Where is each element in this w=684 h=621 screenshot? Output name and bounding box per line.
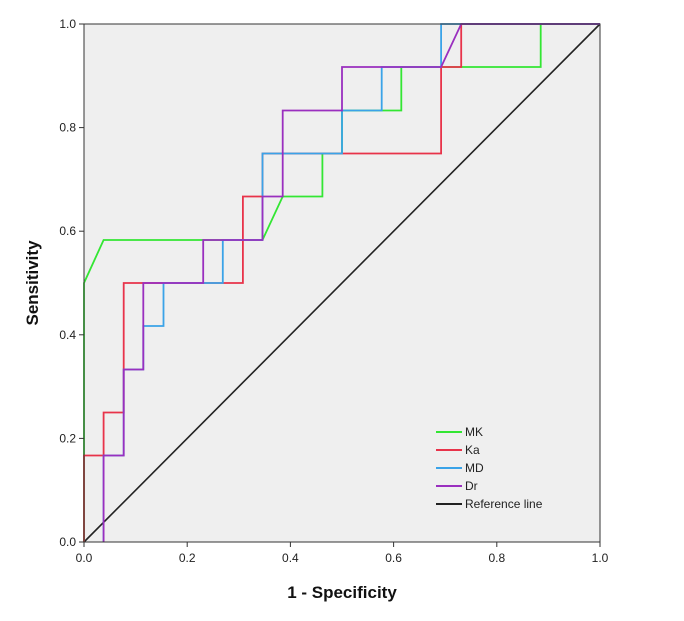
- x-tick-label: 0.4: [282, 551, 299, 565]
- y-tick-label: 0.6: [59, 224, 76, 238]
- x-axis-ticks: 0.0 0.2 0.4 0.6 0.8 1.0: [76, 542, 609, 565]
- x-tick-label: 0.6: [385, 551, 402, 565]
- legend-label-mk: MK: [465, 425, 483, 439]
- x-axis-title: 1 - Specificity: [287, 583, 397, 602]
- y-axis-title: Sensitivity: [23, 240, 42, 326]
- legend-label-ka: Ka: [465, 443, 480, 457]
- legend-label-dr: Dr: [465, 479, 478, 493]
- series-layer: [83, 23, 601, 543]
- x-tick-label: 1.0: [592, 551, 609, 565]
- y-tick-label: 0.8: [59, 121, 76, 135]
- plot-frame: [83, 23, 601, 543]
- series-line-reference-line: [83, 23, 601, 543]
- y-tick-label: 0.2: [59, 431, 76, 445]
- x-tick-label: 0.2: [179, 551, 196, 565]
- series-line-ka: [83, 23, 600, 542]
- legend-label-md: MD: [465, 461, 484, 475]
- x-tick-label: 0.0: [76, 551, 93, 565]
- y-tick-label: 0.0: [59, 535, 76, 549]
- legend: MK Ka MD Dr Reference line: [436, 425, 543, 511]
- series-line-dr: [102, 23, 600, 542]
- y-axis-ticks: 0.0 0.2 0.4 0.6 0.8 1.0: [59, 17, 84, 549]
- legend-label-reference-line: Reference line: [465, 497, 543, 511]
- x-tick-label: 0.8: [488, 551, 505, 565]
- y-tick-label: 1.0: [59, 17, 76, 31]
- y-tick-label: 0.4: [59, 328, 76, 342]
